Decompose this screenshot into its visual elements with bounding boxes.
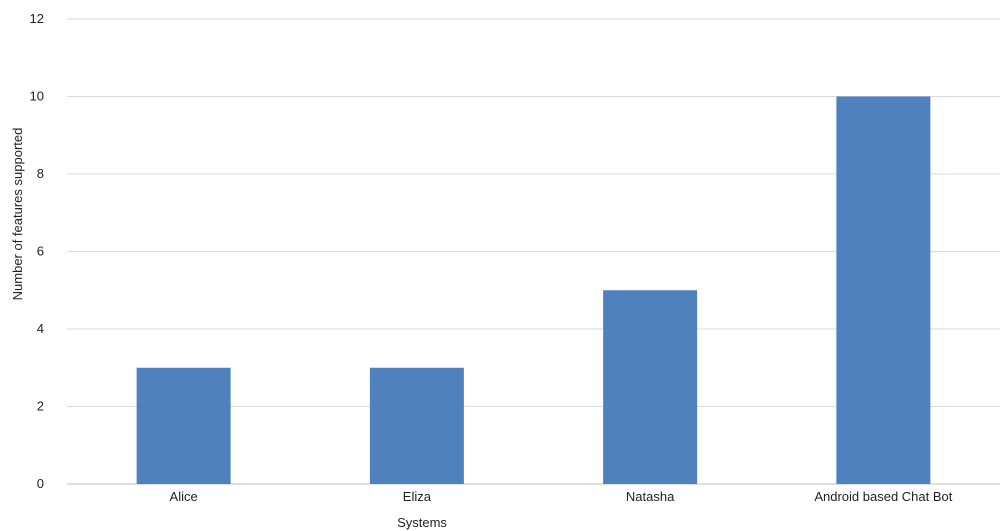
y-axis-title: Number of features supported — [10, 128, 25, 301]
bar — [603, 290, 698, 484]
y-axis-ticks: 0 2 4 6 8 10 12 — [30, 11, 44, 491]
bar — [836, 96, 931, 484]
x-axis-ticks: Alice Eliza Natasha Android based Chat Bot — [170, 489, 953, 504]
bars — [136, 96, 931, 484]
bar — [136, 367, 231, 484]
bar — [369, 367, 464, 484]
x-tick-label: Android based Chat Bot — [814, 489, 952, 504]
y-tick-label: 2 — [37, 399, 44, 414]
x-axis-title: Systems — [397, 515, 447, 530]
x-tick-label: Eliza — [403, 489, 432, 504]
y-tick-label: 4 — [37, 321, 44, 336]
y-tick-label: 6 — [37, 244, 44, 259]
y-tick-label: 0 — [37, 476, 44, 491]
x-tick-label: Alice — [170, 489, 198, 504]
y-tick-label: 8 — [37, 166, 44, 181]
x-tick-label: Natasha — [626, 489, 675, 504]
y-tick-label: 10 — [30, 89, 44, 104]
y-tick-label: 12 — [30, 11, 44, 26]
